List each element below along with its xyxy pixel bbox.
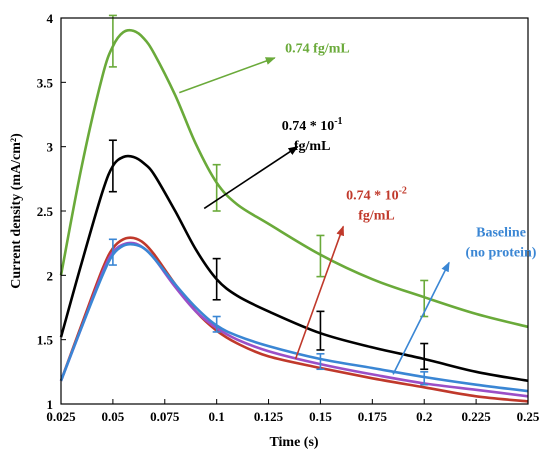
series-line-green (59, 28, 529, 329)
annotation-red: 0.74 * 10-2 fg/mL (294, 185, 407, 360)
x-tick-label: 0.2 (416, 409, 432, 424)
annotation-arrow-green (179, 57, 276, 94)
error-bar-blue-0 (108, 238, 117, 266)
series-line-red (59, 236, 529, 403)
annotation-label-red: 0.74 * 10-2 (346, 185, 407, 203)
x-tick-label: 0.175 (358, 409, 388, 424)
y-tick-label: 2 (47, 268, 54, 283)
y-axis-title: Current density (mA/cm²) (9, 133, 24, 289)
x-tick-label: 0.025 (46, 409, 76, 424)
y-tick-label: 1.5 (37, 333, 54, 348)
annotation-blue: Baseline (no protein) (392, 226, 537, 375)
x-axis-title: Time (s) (269, 435, 318, 450)
y-tick-label: 2.5 (37, 204, 54, 219)
series-line-purple (59, 241, 529, 398)
annotation-label-green: 0.74 fg/mL (285, 42, 350, 57)
error-bar-blue-1 (212, 315, 221, 333)
y-tick-label: 3 (47, 140, 54, 155)
annotation-black: 0.74 * 10-1 fg/mL (203, 116, 343, 210)
x-tick-label: 0.075 (150, 409, 180, 424)
annotation-green: 0.74 fg/mL (179, 42, 350, 94)
annotation-arrow-blue (392, 261, 450, 375)
annotation-arrow-red (294, 225, 345, 360)
x-tick-label: 0.125 (254, 409, 284, 424)
annotation-label-blue: (no protein) (466, 246, 537, 261)
annotations: 0.74 fg/mL 0.74 * 10-1 fg/mL 0.74 * 10-2 fg/… (179, 42, 537, 375)
error-bar-green-1 (212, 163, 221, 212)
y-tick-label: 1 (47, 397, 54, 412)
annotation-label-blue: Baseline (476, 226, 526, 241)
x-tick-label: 0.05 (102, 409, 125, 424)
annotation-exponent: -1 (334, 116, 342, 127)
axis-ticks: 0.025 0.05 0.075 0.1 0.125 0.15 0.175 0.2 0.225 0… (37, 11, 540, 424)
error-bar-black-3 (420, 342, 429, 371)
x-tick-label: 0.225 (461, 409, 491, 424)
error-bar-black-0 (108, 139, 117, 193)
error-bar-blue-2 (316, 353, 325, 371)
x-tick-label: 0.1 (209, 409, 225, 424)
plot-frame (60, 17, 529, 405)
annotation-label-black: 0.74 * 10-1 (282, 116, 343, 134)
x-tick-label: 0.25 (517, 409, 540, 424)
series-line-black (59, 154, 529, 383)
y-tick-label: 3.5 (37, 75, 54, 90)
plot-area (59, 14, 529, 403)
error-bar-green-2 (316, 234, 325, 278)
error-bar-green-0 (108, 14, 117, 68)
annotation-arrow-black (203, 145, 299, 210)
error-bar-black-1 (212, 257, 221, 301)
x-tick-label: 0.15 (309, 409, 332, 424)
y-tick-label: 4 (47, 11, 54, 26)
error-bar-black-2 (316, 310, 325, 351)
annotation-label-red: fg/mL (358, 208, 395, 223)
series-line-blue (59, 242, 529, 393)
annotation-label-black: fg/mL (294, 139, 331, 154)
error-bar-blue-3 (420, 371, 429, 386)
annotation-exponent: -2 (399, 185, 407, 196)
